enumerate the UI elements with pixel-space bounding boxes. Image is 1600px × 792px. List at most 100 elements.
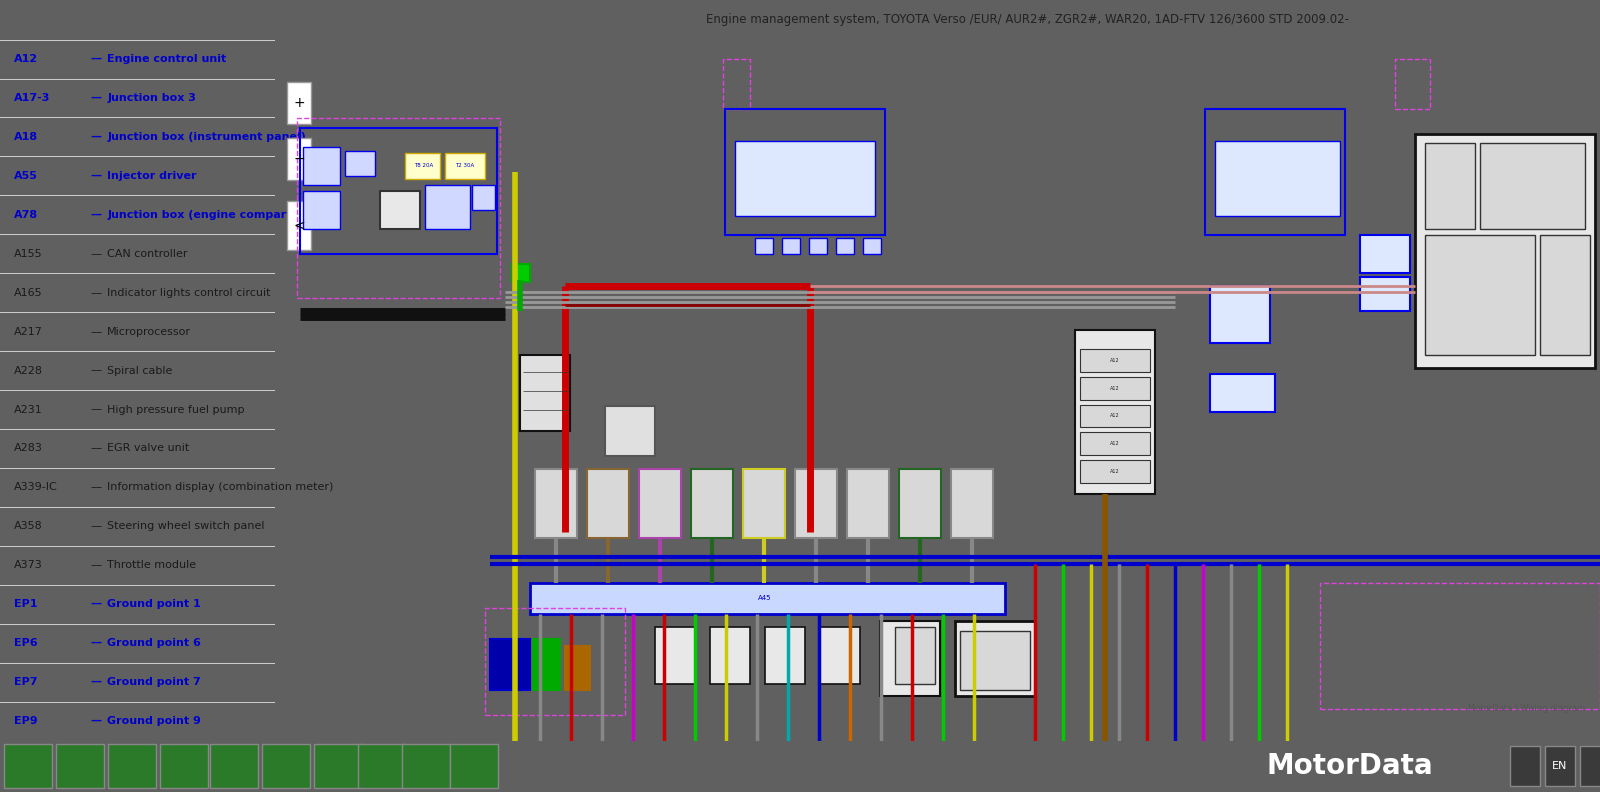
Bar — [821, 626, 861, 683]
Bar — [1541, 235, 1590, 356]
Bar — [402, 744, 450, 788]
Bar — [1214, 141, 1341, 216]
Text: A18: A18 — [14, 132, 38, 142]
Text: A283: A283 — [14, 444, 43, 454]
Bar — [534, 469, 578, 539]
Bar — [1080, 432, 1150, 455]
Bar — [520, 356, 570, 431]
Text: Indicator lights control circuit: Indicator lights control circuit — [107, 287, 270, 298]
Text: Engine control unit: Engine control unit — [107, 54, 227, 64]
Bar — [810, 238, 827, 254]
Text: Ground point 6: Ground point 6 — [107, 638, 202, 648]
Text: —: — — [91, 54, 102, 64]
Bar — [314, 744, 362, 788]
Text: —: — — [91, 171, 102, 181]
Text: A12: A12 — [1110, 358, 1120, 363]
Text: <: < — [293, 219, 306, 232]
Bar — [450, 744, 498, 788]
Bar — [765, 626, 805, 683]
Bar — [301, 128, 498, 254]
Bar — [1426, 143, 1475, 229]
Text: EP9: EP9 — [14, 716, 37, 726]
Bar — [3, 744, 51, 788]
Bar — [358, 744, 406, 788]
Text: A12: A12 — [14, 54, 38, 64]
Bar — [955, 621, 1035, 696]
Bar — [1320, 583, 1600, 709]
Text: A78: A78 — [14, 210, 38, 220]
Text: A373: A373 — [14, 560, 43, 570]
Text: Engine management system, TOYOTA Verso /EUR/ AUR2#, ZGR2#, WAR20, 1AD-FTV 126/36: Engine management system, TOYOTA Verso /… — [707, 13, 1349, 26]
Bar — [734, 141, 875, 216]
Bar — [1210, 286, 1270, 343]
Text: EGR valve unit: EGR valve unit — [107, 444, 189, 454]
Bar — [1075, 330, 1155, 494]
Text: Spiral cable: Spiral cable — [107, 366, 173, 375]
Text: EP7: EP7 — [14, 677, 37, 687]
Bar — [262, 744, 310, 788]
Bar — [512, 265, 530, 282]
Bar — [894, 626, 934, 683]
Bar — [723, 59, 750, 109]
Bar — [210, 744, 258, 788]
Text: Ground point 9: Ground point 9 — [107, 716, 202, 726]
Text: A45: A45 — [758, 595, 771, 601]
Text: A155: A155 — [14, 249, 42, 259]
Bar — [638, 469, 682, 539]
Bar — [1210, 375, 1275, 412]
Bar — [725, 109, 885, 235]
Text: Throttle module: Throttle module — [107, 560, 197, 570]
Text: A12: A12 — [1110, 469, 1120, 474]
Bar — [472, 185, 494, 210]
Text: A228: A228 — [14, 366, 43, 375]
Bar — [565, 645, 590, 690]
Text: —: — — [91, 287, 102, 298]
Text: A55: A55 — [14, 171, 38, 181]
Text: −: − — [293, 152, 306, 166]
Bar — [485, 608, 626, 715]
Bar — [405, 154, 440, 178]
Bar — [530, 583, 1005, 615]
Text: Junction box (engine compartment): Junction box (engine compartment) — [107, 210, 330, 220]
Bar — [742, 469, 786, 539]
Text: —: — — [91, 326, 102, 337]
Text: Ground point 1: Ground point 1 — [107, 600, 202, 609]
Text: +: + — [293, 96, 306, 109]
Text: —: — — [91, 132, 102, 142]
Bar — [302, 147, 341, 185]
Text: Injector driver: Injector driver — [107, 171, 197, 181]
Text: A165: A165 — [14, 287, 42, 298]
Bar — [109, 744, 157, 788]
Bar — [533, 639, 560, 690]
Text: Microprocessor: Microprocessor — [107, 326, 192, 337]
Bar — [691, 469, 733, 539]
Bar — [846, 469, 890, 539]
Text: EP1: EP1 — [14, 600, 37, 609]
Bar — [445, 154, 485, 178]
Text: High pressure fuel pump: High pressure fuel pump — [107, 405, 245, 414]
FancyBboxPatch shape — [1581, 746, 1600, 786]
FancyBboxPatch shape — [1546, 746, 1574, 786]
Text: —: — — [91, 521, 102, 531]
Text: —: — — [91, 444, 102, 454]
Bar — [346, 150, 374, 176]
Bar — [1080, 460, 1150, 483]
Bar — [862, 238, 882, 254]
Text: A12: A12 — [1110, 386, 1120, 390]
Text: A358: A358 — [14, 521, 43, 531]
Bar — [381, 191, 421, 229]
Bar — [1360, 235, 1410, 273]
Bar — [1414, 135, 1595, 368]
Bar — [1205, 109, 1346, 235]
Text: Junction box (instrument panel): Junction box (instrument panel) — [107, 132, 306, 142]
Text: —: — — [91, 210, 102, 220]
Text: A12: A12 — [1110, 441, 1120, 446]
Bar — [837, 238, 854, 254]
Text: —: — — [91, 366, 102, 375]
Text: A231: A231 — [14, 405, 43, 414]
Text: —: — — [91, 93, 102, 103]
Text: CAN controller: CAN controller — [107, 249, 187, 259]
Bar — [426, 185, 470, 229]
Bar — [755, 238, 773, 254]
FancyBboxPatch shape — [286, 201, 310, 250]
